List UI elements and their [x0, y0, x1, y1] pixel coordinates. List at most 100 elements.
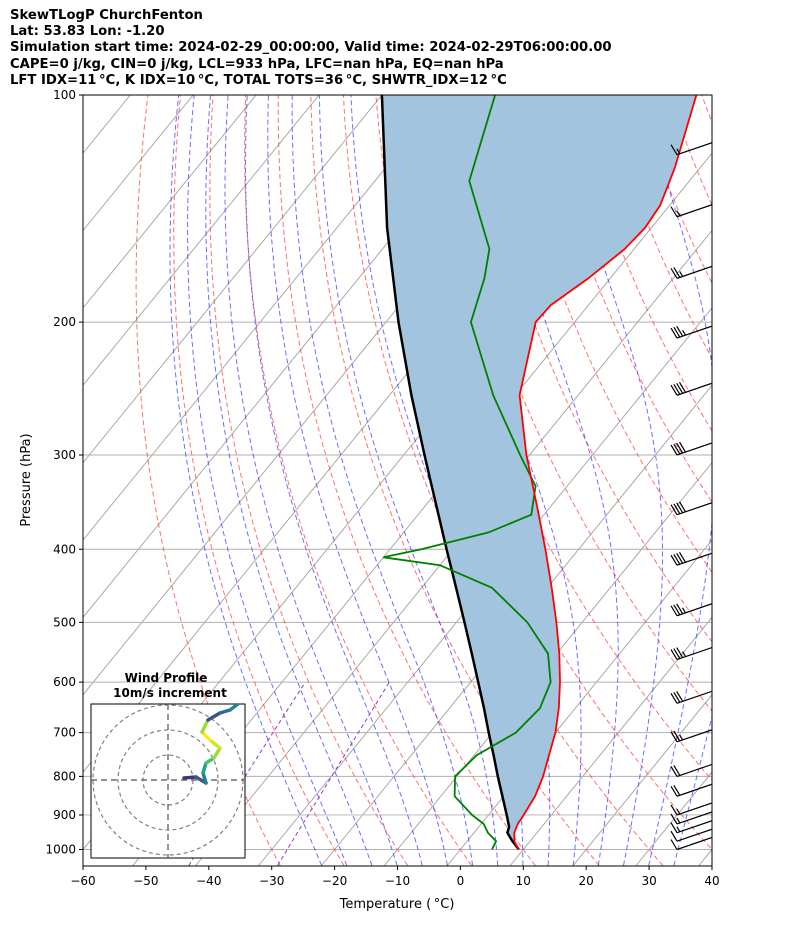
- x-axis-label: Temperature ( °C): [339, 897, 455, 912]
- hodograph-segment: [208, 738, 222, 750]
- wind-barb-flag: [679, 734, 684, 741]
- moist-adiabat: [224, 95, 398, 866]
- wind-barb-flag: [670, 839, 678, 850]
- wind-barb-flag: [670, 830, 678, 842]
- hodograph-segment: [182, 775, 198, 780]
- y-tick-label: 200: [53, 315, 76, 329]
- wind-barb-flag: [676, 502, 684, 514]
- wind-barb-staff: [676, 142, 712, 156]
- chart-title: SkewTLogP ChurchFenton: [10, 8, 203, 23]
- wind-barb-staff: [676, 603, 712, 617]
- isotherm-line: [258, 307, 712, 866]
- wind-barb-flag: [670, 144, 678, 156]
- x-tick-label: 20: [579, 874, 594, 888]
- wind-barb: [670, 325, 712, 339]
- wind-barb-flag: [676, 552, 684, 564]
- wind-barb: [670, 204, 712, 218]
- x-tick-label: 0: [457, 874, 465, 888]
- isotherm-line: [83, 95, 194, 232]
- wind-barb-staff: [676, 442, 712, 456]
- wind-barb-flag: [676, 442, 684, 454]
- dry-adiabat: [767, 95, 794, 866]
- dry-adiabat: [636, 95, 712, 285]
- wind-barb-flag: [670, 649, 678, 660]
- wind-barb-staff: [676, 802, 712, 816]
- y-tick-label: 700: [53, 726, 76, 740]
- moist-adiabat: [318, 95, 499, 866]
- location-line: Lat: 53.83 Lon: -1.20: [10, 24, 165, 40]
- y-tick-label: 100: [53, 88, 76, 102]
- y-tick-label: 800: [53, 769, 76, 783]
- wind-barb: [670, 690, 712, 704]
- hodograph-segment: [200, 718, 210, 734]
- wind-barb-flag: [670, 268, 678, 279]
- wind-barb-staff: [676, 382, 712, 396]
- wind-barb: [670, 441, 712, 456]
- wind-barb-flag: [673, 765, 681, 776]
- wind-barb: [670, 382, 712, 396]
- dry-adiabat: [734, 95, 794, 866]
- wind-barb-flag: [681, 607, 687, 614]
- wind-barb-flag: [670, 804, 678, 816]
- index-line: LFT IDX=11 °C, K IDX=10 °C, TOTAL TOTS=3…: [10, 72, 507, 88]
- wind-barb-flag: [676, 325, 684, 337]
- wind-barb-flag: [670, 822, 678, 834]
- wind-barb: [670, 142, 712, 156]
- moist-adiabat: [244, 95, 423, 866]
- wind-barb-flag: [678, 501, 687, 513]
- isotherm-line: [83, 95, 446, 541]
- isotherm-line: [83, 95, 383, 464]
- moist-adiabat: [205, 95, 373, 866]
- wind-barb-flag: [678, 552, 687, 563]
- cape-line: CAPE=0 j/kg, CIN=0 j/kg, LCL=933 hPa, LF…: [10, 56, 504, 72]
- wind-barb-flag: [673, 553, 681, 565]
- x-tick-label: −10: [385, 874, 410, 888]
- dry-adiabat: [277, 95, 536, 866]
- wind-barb-flag: [670, 206, 678, 218]
- hodograph-segment: [206, 711, 222, 722]
- wind-barb-staff: [676, 502, 712, 516]
- dry-adiabat: [440, 95, 712, 712]
- hodograph-segment: [228, 704, 240, 712]
- wind-barb-staff: [676, 325, 712, 339]
- dry-adiabat: [701, 95, 712, 124]
- wind-barb-flag: [676, 808, 681, 815]
- moist-adiabat: [169, 95, 323, 866]
- wind-barb: [670, 603, 712, 617]
- isotherm-line: [83, 95, 320, 387]
- cin-shading: [381, 95, 697, 850]
- wind-barb: [674, 84, 680, 96]
- wind-barb-flag: [676, 826, 681, 833]
- wind-barb: [670, 763, 712, 777]
- wind-barb-flag: [673, 784, 681, 796]
- wind-barb-flag: [670, 504, 678, 516]
- wind-barb-flag: [670, 692, 678, 704]
- wind-barb-flag: [676, 647, 684, 658]
- wind-barb: [670, 552, 712, 566]
- wind-barb-flag: [674, 84, 680, 94]
- wind-barb-staff: [676, 204, 712, 218]
- hodograph-segment: [200, 730, 212, 742]
- wind-barb-staff: [676, 729, 712, 743]
- inset-title: Wind Profile: [125, 671, 208, 685]
- wind-barb-staff: [676, 646, 712, 661]
- dry-adiabat: [505, 95, 712, 574]
- wind-barb-flag: [673, 443, 681, 455]
- wind-barb-staff: [676, 820, 712, 834]
- wind-barb-flag: [681, 651, 687, 657]
- y-tick-label: 500: [53, 615, 76, 629]
- dry-adiabat: [473, 95, 712, 643]
- wind-barb-flag: [670, 444, 678, 456]
- wind-barb-staff: [677, 95, 679, 96]
- x-tick-label: −60: [70, 874, 95, 888]
- isotherm-line: [321, 384, 712, 866]
- y-tick-label: 600: [53, 675, 76, 689]
- x-tick-label: −50: [133, 874, 158, 888]
- wind-barb-staff: [676, 763, 712, 777]
- wind-barb-staff: [676, 265, 712, 279]
- isotherm-line: [83, 95, 257, 309]
- wind-barb-staff: [676, 828, 712, 842]
- moist-adiabat: [487, 95, 619, 866]
- axes: −60 −50 −40 −30 −20 −10 0 10 20 30 40 100 200 300 400 5…: [45, 88, 719, 888]
